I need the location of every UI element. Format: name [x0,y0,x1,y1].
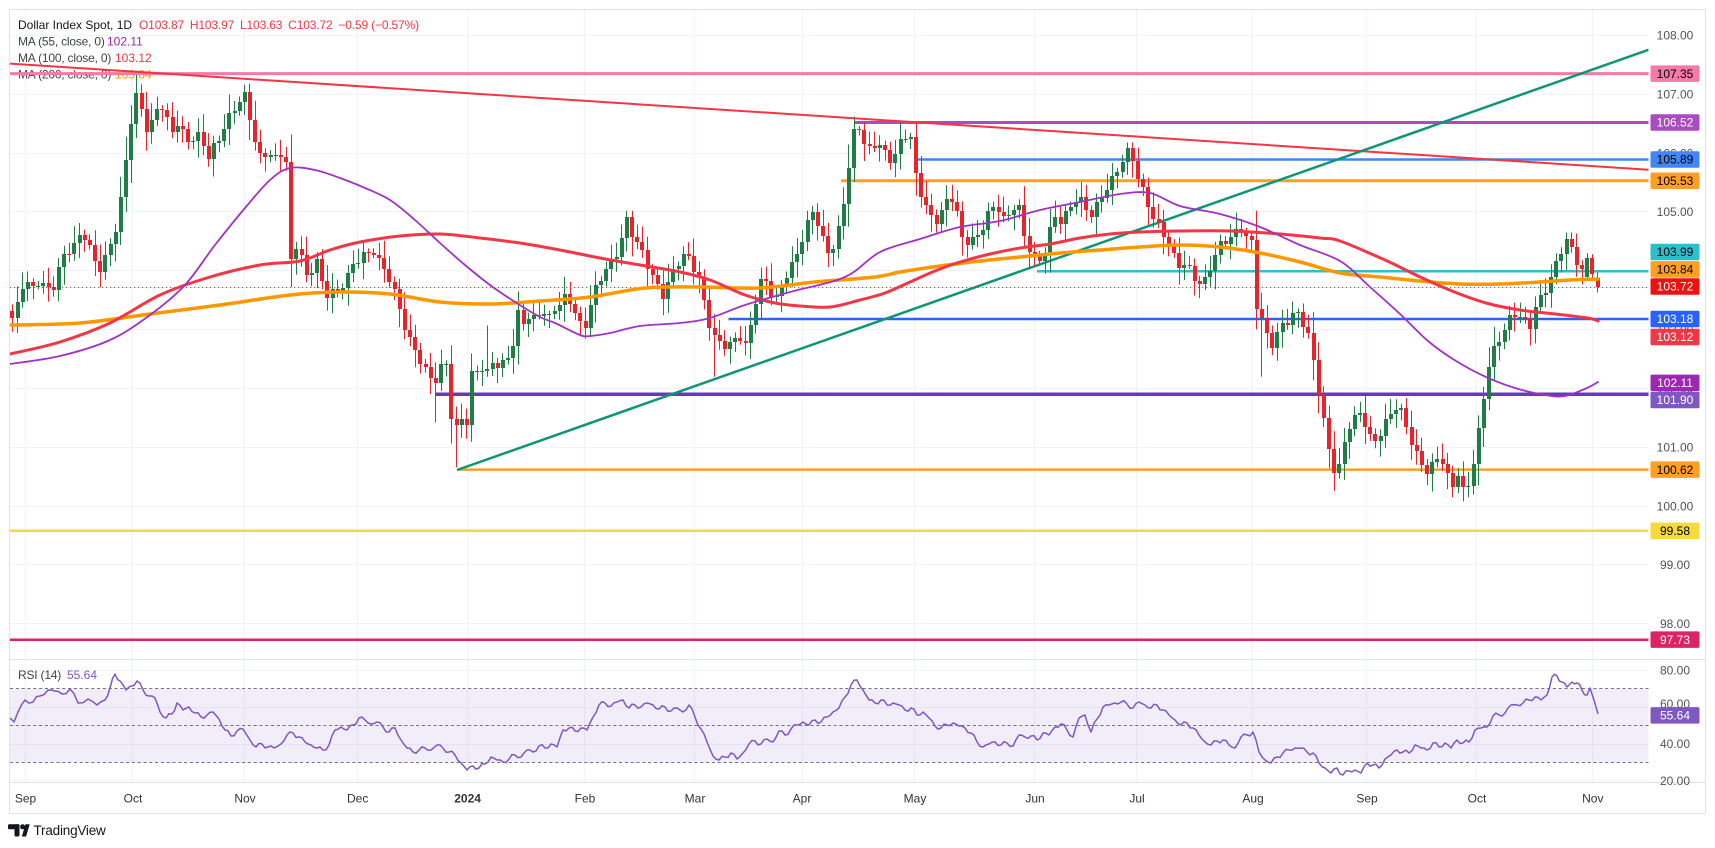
svg-text:107.00: 107.00 [1657,87,1694,101]
svg-text:Sep: Sep [1356,792,1378,806]
svg-text:Jul: Jul [1129,792,1144,806]
svg-text:103.12: 103.12 [115,51,152,65]
svg-text:105.00: 105.00 [1657,205,1694,219]
svg-text:20.00: 20.00 [1660,774,1690,788]
svg-text:Nov: Nov [1582,792,1603,806]
svg-text:103.12: 103.12 [1657,330,1694,344]
svg-text:102.11: 102.11 [1657,376,1693,390]
svg-text:TradingView: TradingView [34,823,107,838]
svg-text:Aug: Aug [1242,792,1263,806]
svg-text:103.18: 103.18 [1657,312,1694,326]
svg-text:103.84: 103.84 [1657,263,1694,277]
svg-text:108.00: 108.00 [1657,29,1694,43]
svg-text:106.52: 106.52 [1657,116,1694,130]
svg-text:Oct: Oct [1468,792,1487,806]
svg-text:Feb: Feb [575,792,596,806]
svg-text:103.72: 103.72 [1657,280,1694,294]
svg-text:May: May [904,792,927,806]
svg-text:MA (55, close, 0): MA (55, close, 0) [18,35,105,49]
svg-text:55.64: 55.64 [67,668,97,682]
svg-text:105.53: 105.53 [1657,174,1694,188]
svg-text:105.89: 105.89 [1657,153,1694,167]
svg-text:O103.87 H103.97 L103.63 C103.7: O103.87 H103.97 L103.63 C103.72 −0.59 (−… [139,18,419,32]
svg-text:101.00: 101.00 [1657,441,1694,455]
svg-text:102.11: 102.11 [107,35,143,49]
svg-text:RSI (14): RSI (14) [18,668,61,682]
svg-text:97.73: 97.73 [1660,633,1690,647]
svg-text:99.58: 99.58 [1660,524,1690,538]
svg-text:2024: 2024 [454,792,481,806]
svg-text:103.99: 103.99 [1657,245,1694,259]
svg-text:99.00: 99.00 [1660,558,1690,572]
svg-text:80.00: 80.00 [1660,664,1690,678]
svg-text:40.00: 40.00 [1660,737,1690,751]
svg-text:Nov: Nov [234,792,255,806]
svg-text:Mar: Mar [685,792,706,806]
svg-text:Apr: Apr [793,792,812,806]
svg-text:MA (100, close, 0): MA (100, close, 0) [18,51,111,65]
svg-text:Dollar Index Spot, 1D: Dollar Index Spot, 1D [18,18,132,32]
svg-text:Oct: Oct [124,792,143,806]
svg-text:Dec: Dec [347,792,368,806]
svg-text:100.62: 100.62 [1657,463,1694,477]
svg-text:Sep: Sep [15,792,37,806]
svg-text:100.00: 100.00 [1657,499,1694,513]
svg-text:98.00: 98.00 [1660,617,1690,631]
svg-text:Jun: Jun [1025,792,1044,806]
svg-text:55.64: 55.64 [1660,709,1690,723]
svg-text:107.35: 107.35 [1657,67,1694,81]
svg-text:101.90: 101.90 [1657,393,1694,407]
